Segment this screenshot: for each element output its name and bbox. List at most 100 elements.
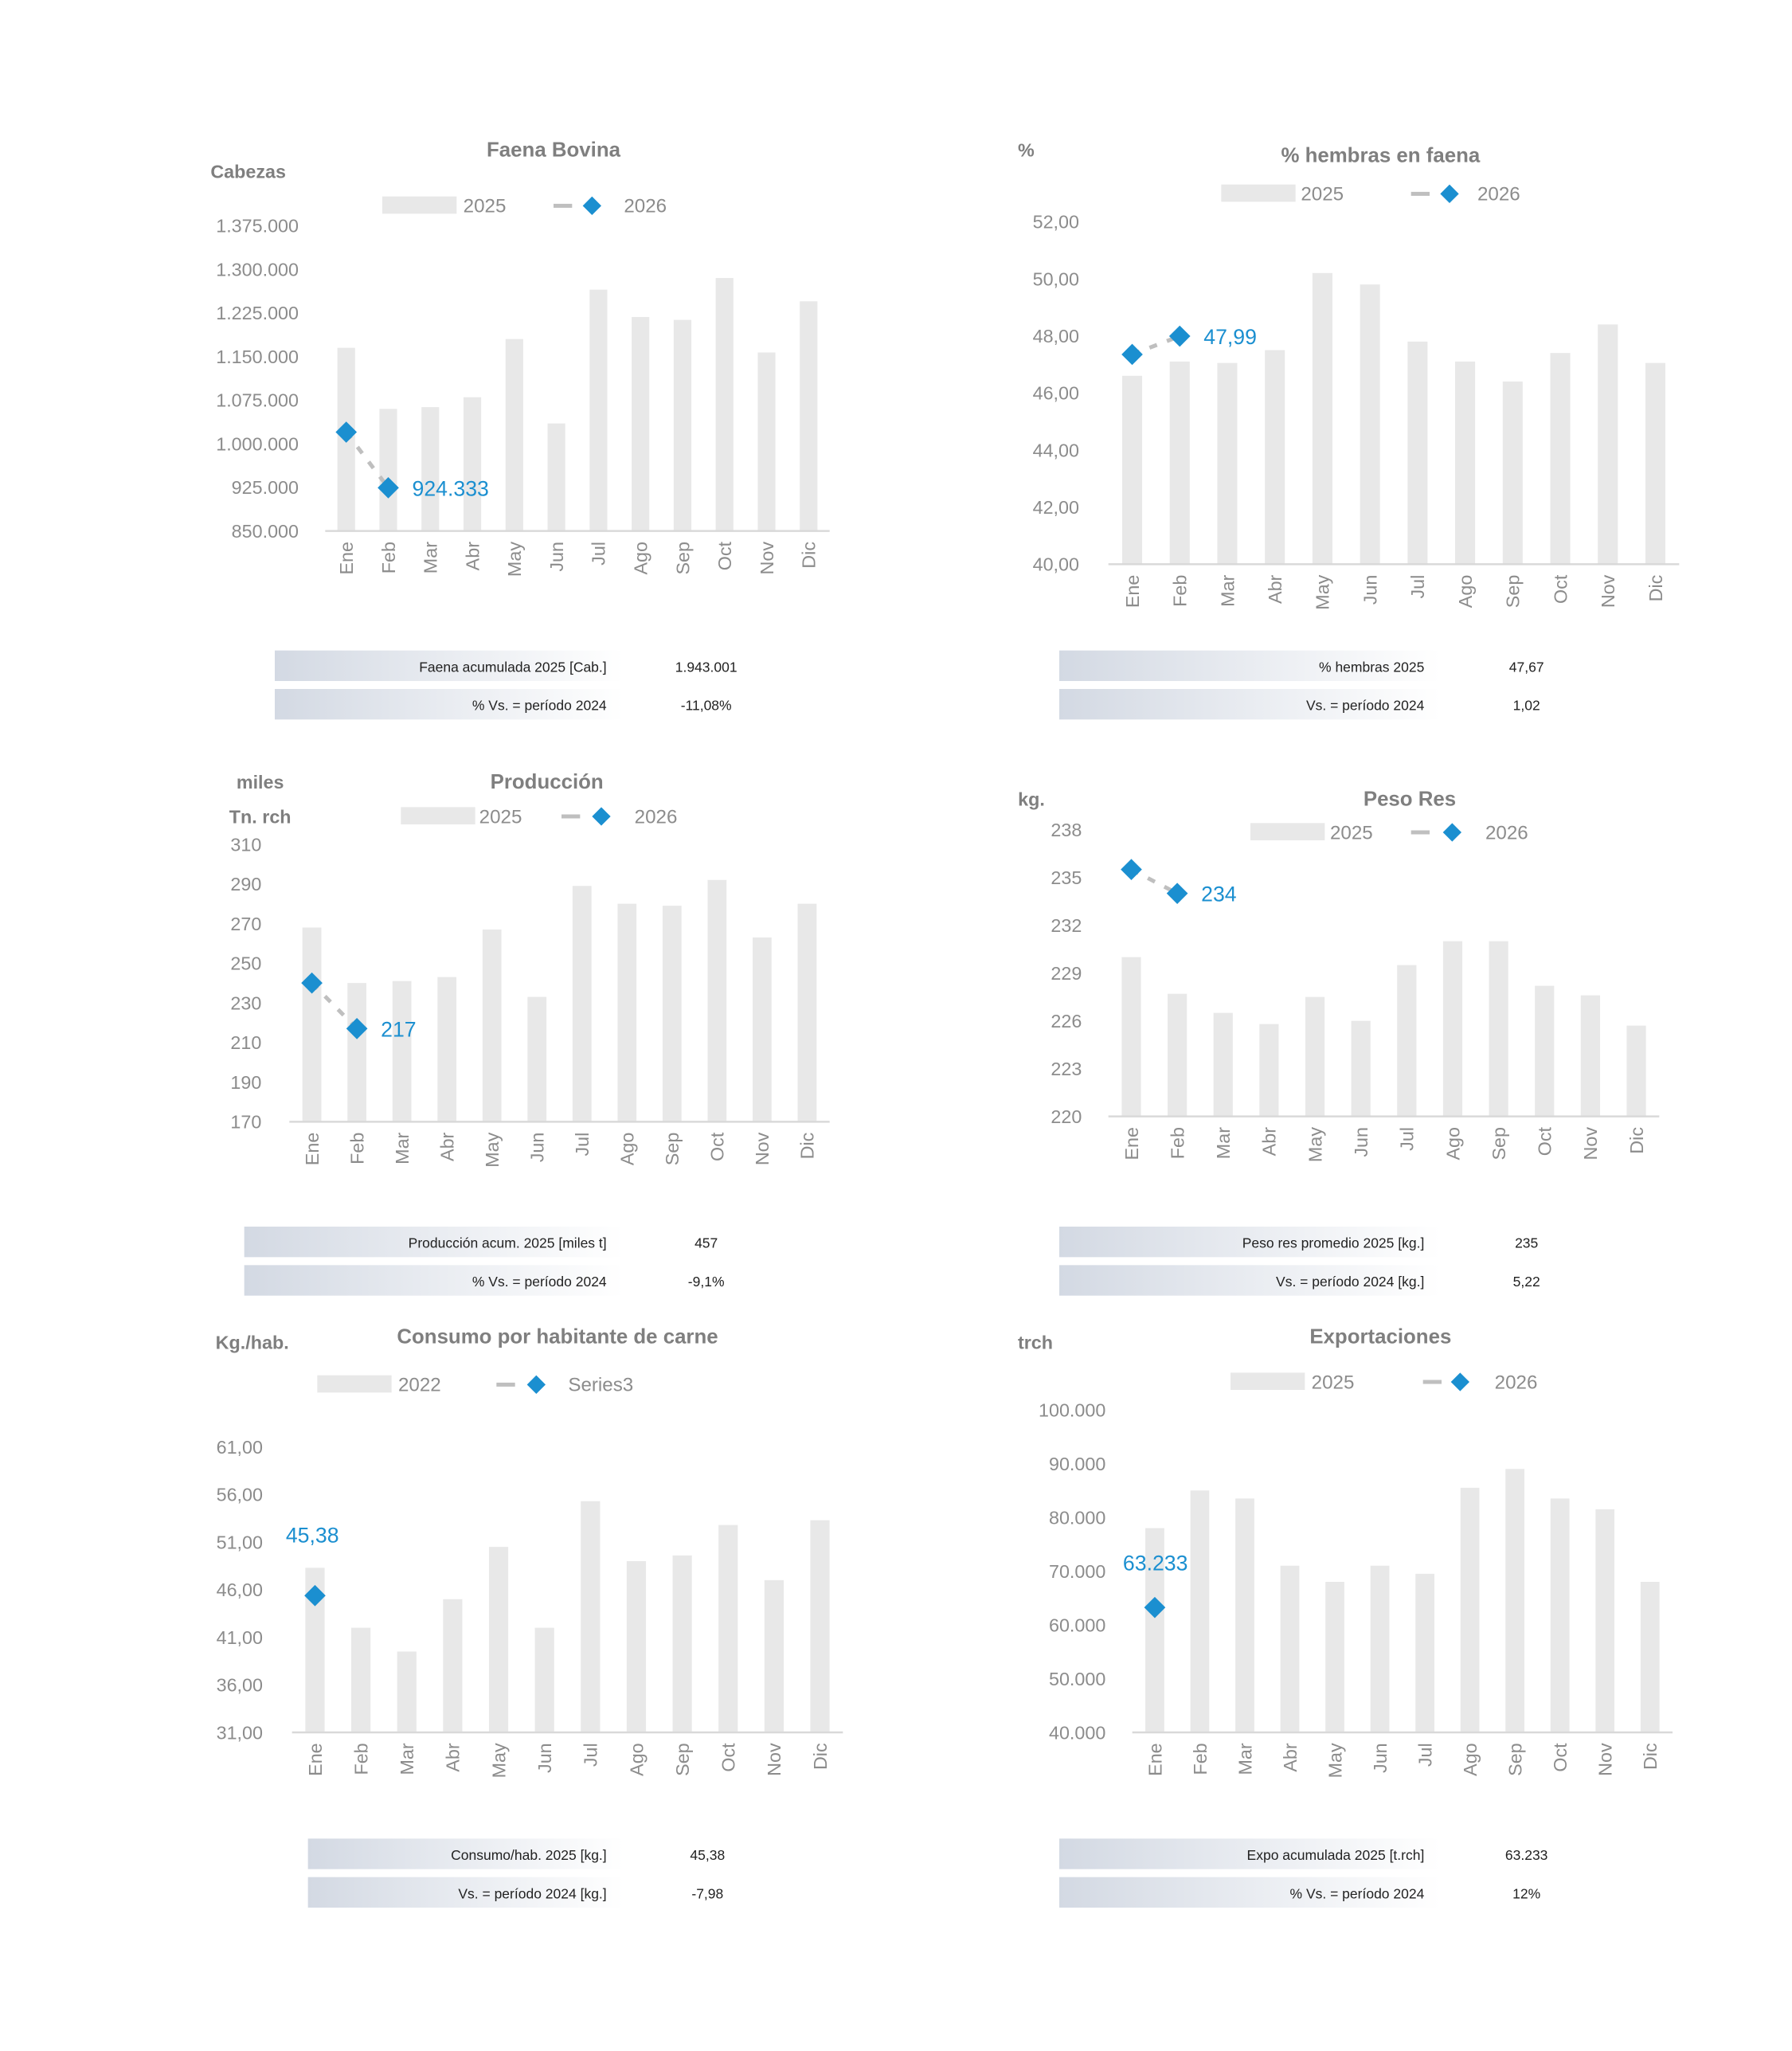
bar-mar <box>1217 362 1238 565</box>
bar-ene <box>302 927 322 1122</box>
x-tick-label: May <box>482 1132 503 1167</box>
y-tick-label: 52,00 <box>1033 212 1079 233</box>
bar-nov <box>753 937 772 1122</box>
y-tick-label: 210 <box>230 1032 261 1053</box>
bar-dic <box>800 301 818 531</box>
x-tick-label: Abr <box>1265 574 1285 604</box>
x-tick-label: May <box>1305 1127 1325 1162</box>
y-tick-label: 36,00 <box>217 1675 263 1696</box>
bar-oct <box>1550 1498 1570 1732</box>
y-tick-label: 44,00 <box>1033 440 1079 460</box>
data-label: 63.233 <box>1123 1552 1188 1575</box>
legend-swatch-bar <box>1221 184 1296 202</box>
x-tick-label: Oct <box>718 1743 739 1772</box>
x-tick-label: Jun <box>546 542 567 572</box>
summary-value: 235 <box>1515 1235 1538 1251</box>
summary-value: 1,02 <box>1513 698 1540 714</box>
y-tick-label: 48,00 <box>1033 326 1079 346</box>
bar-ene <box>1145 1528 1164 1732</box>
x-tick-label: Ene <box>336 542 357 575</box>
line-point-ene <box>301 972 323 994</box>
bar-may <box>505 339 523 531</box>
x-tick-label: Ene <box>302 1133 323 1166</box>
x-tick-label: Jul <box>1414 1743 1435 1767</box>
summary-value: 457 <box>694 1235 718 1251</box>
x-tick-label: Mar <box>421 542 441 573</box>
bar-nov <box>757 352 776 531</box>
summary-label: % Vs. = período 2024 <box>472 698 607 714</box>
x-tick-label: Feb <box>1190 1743 1211 1775</box>
bar-ene <box>1121 957 1141 1117</box>
x-tick-label: Nov <box>1598 574 1618 608</box>
legend-swatch-bar <box>1250 823 1325 840</box>
bar-abr <box>437 977 457 1122</box>
bar-may <box>488 1547 509 1732</box>
chart-title: Producción <box>491 771 604 793</box>
bar-ago <box>617 903 637 1122</box>
x-tick-label: Ene <box>1144 1743 1165 1776</box>
bar-jun <box>1370 1565 1390 1732</box>
summary-row-bg <box>1059 1838 1441 1869</box>
y-tick-label: 41,00 <box>217 1627 263 1648</box>
legend-label-line: 2026 <box>1485 822 1528 843</box>
x-tick-label: Abr <box>462 542 483 571</box>
y-tick-label: 90.000 <box>1049 1454 1105 1474</box>
y-tick-label: 220 <box>1051 1106 1082 1127</box>
y-axis-label: Kg./hab. <box>216 1332 289 1352</box>
x-tick-label: Mar <box>392 1132 413 1164</box>
y-axis-label: miles <box>237 772 284 793</box>
bar-mar <box>397 1651 417 1732</box>
y-tick-label: 42,00 <box>1033 497 1079 518</box>
summary-label: % Vs. = período 2024 <box>472 1274 607 1290</box>
x-tick-label: Ago <box>1455 575 1476 609</box>
y-tick-label: 310 <box>230 834 261 855</box>
x-tick-label: Oct <box>707 1132 728 1161</box>
summary-label: Expo acumulada 2025 [t.rch] <box>1247 1847 1425 1863</box>
summary-row-bg <box>1059 1227 1441 1258</box>
y-tick-label: 50,00 <box>1033 268 1079 289</box>
x-tick-label: Jun <box>534 1743 555 1773</box>
y-tick-label: 229 <box>1051 963 1082 984</box>
chart-title: Exportaciones <box>1309 1326 1451 1348</box>
legend-label-line: 2026 <box>624 196 667 217</box>
x-tick-label: May <box>488 1743 509 1778</box>
bar-feb <box>379 409 397 531</box>
bar-may <box>1305 996 1325 1117</box>
legend-label-bars: 2022 <box>398 1375 441 1396</box>
x-tick-label: Sep <box>672 542 693 575</box>
x-tick-label: Feb <box>378 542 399 573</box>
x-tick-label: Sep <box>672 1743 693 1776</box>
legend-diamond-icon <box>1440 184 1459 203</box>
y-tick-label: 40.000 <box>1049 1722 1105 1743</box>
y-tick-label: 80.000 <box>1049 1507 1105 1528</box>
x-tick-label: Sep <box>1504 1743 1525 1776</box>
data-label: 217 <box>381 1017 416 1041</box>
legend-diamond-icon <box>1442 823 1461 842</box>
x-tick-label: Jun <box>527 1133 548 1163</box>
chart-panel-3: Producción miles Tn. rch 2025 2026 170 190 210 2… <box>229 771 830 1296</box>
legend-swatch-bar <box>382 196 457 214</box>
legend-label-bars: 2025 <box>1301 184 1344 205</box>
summary-label: Peso res promedio 2025 [kg.] <box>1242 1235 1425 1251</box>
legend-diamond-icon <box>582 196 601 215</box>
x-tick-label: Ago <box>1460 1743 1481 1776</box>
y-tick-label: 46,00 <box>217 1579 263 1600</box>
y-tick-label: 56,00 <box>217 1485 263 1505</box>
y-tick-label: 50.000 <box>1049 1669 1105 1689</box>
y-axis-label: kg. <box>1018 789 1045 810</box>
summary-label: Consumo/hab. 2025 [kg.] <box>451 1847 607 1863</box>
y-tick-label: 235 <box>1051 867 1082 888</box>
x-tick-label: Ene <box>305 1743 326 1776</box>
chart-title: Consumo por habitante de carne <box>397 1326 718 1348</box>
summary-label: % Vs. = período 2024 <box>1290 1885 1425 1901</box>
x-tick-label: Ene <box>1122 575 1143 609</box>
summary-value: 45,38 <box>690 1847 725 1863</box>
x-tick-label: Nov <box>1580 1127 1601 1161</box>
y-tick-label: 60.000 <box>1049 1615 1105 1635</box>
summary-row-bg <box>244 1227 624 1258</box>
bar-jul <box>572 886 592 1122</box>
bar-sep <box>672 1555 692 1732</box>
x-tick-label: Dic <box>799 542 820 569</box>
bar-ago <box>1442 941 1463 1117</box>
